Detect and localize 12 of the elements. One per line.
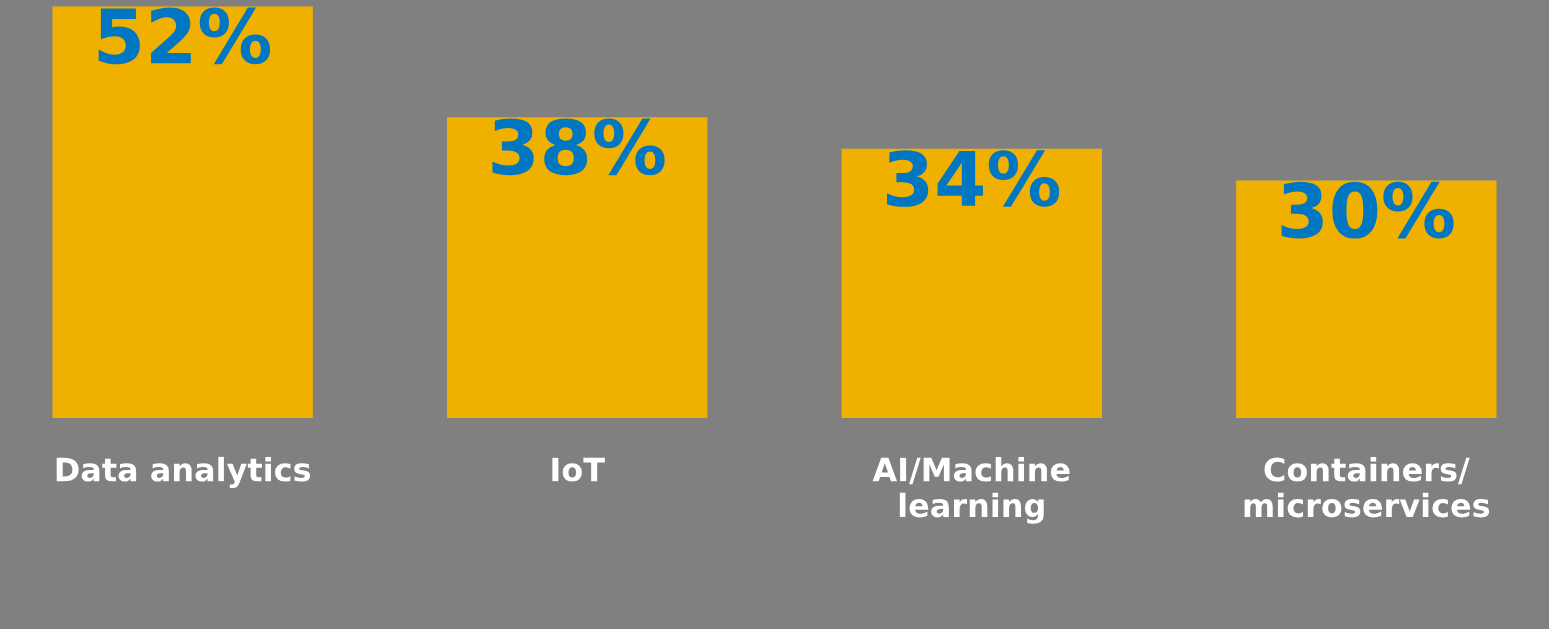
x-tick-label: Data analytics [56,456,311,489]
x-tick-label: IoT [552,457,605,482]
bar [52,6,313,418]
data-label: 38% [492,118,665,176]
data-label: 30% [1281,181,1454,239]
data-label: 52% [98,7,271,65]
x-tick-label: Containers/ microservices [1244,456,1490,518]
x-tick-label: AI/Machine learning [872,456,1070,524]
bar [1236,180,1497,418]
bar [447,117,708,418]
bar [841,148,1102,418]
data-label: 34% [887,150,1060,207]
